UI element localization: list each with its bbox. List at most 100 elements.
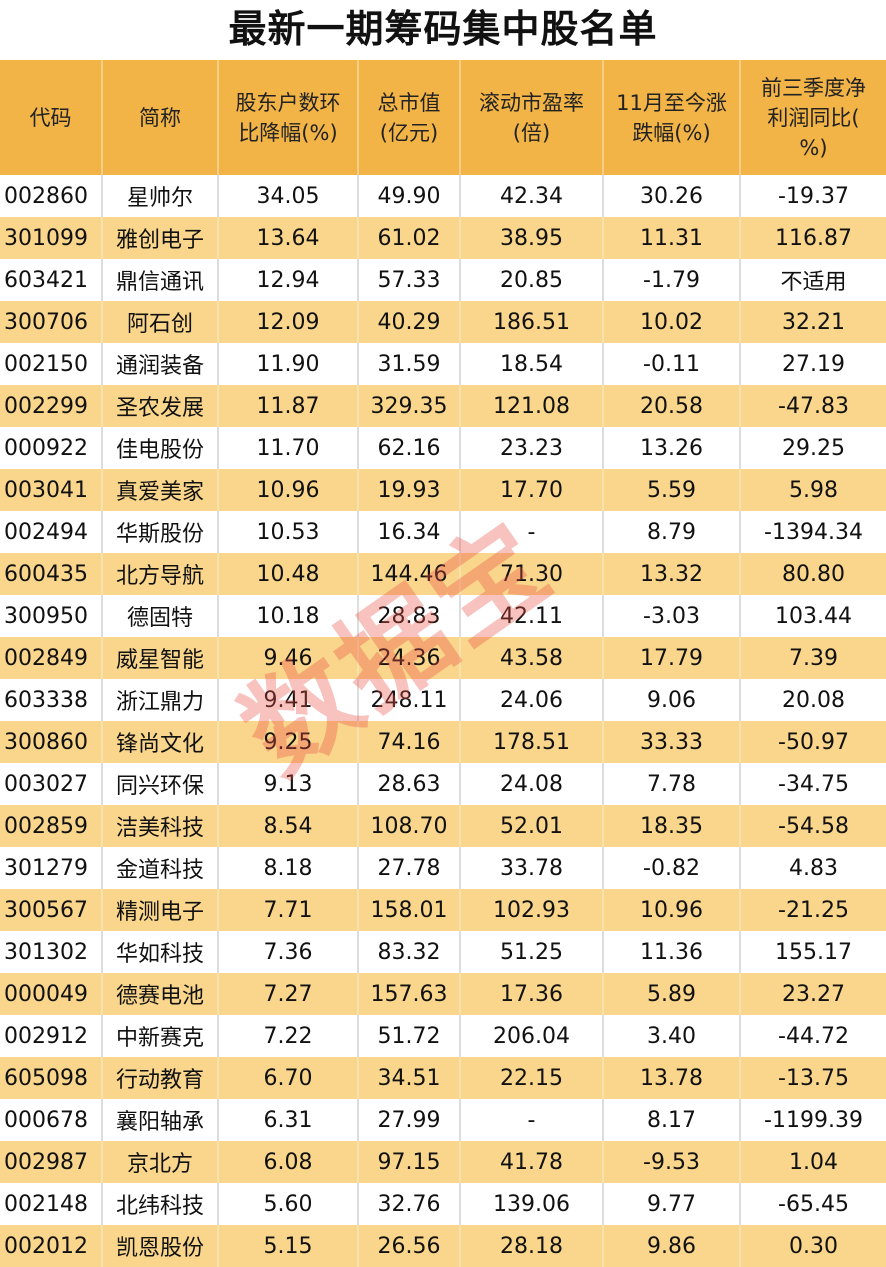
table-cell: 德固特 [101,595,218,637]
table-row: 300706 阿石创 12.09 40.29 186.51 10.02 32.21 [0,301,886,343]
table-cell: -1394.34 [739,511,886,553]
table-cell: 71.30 [459,553,603,595]
table-row: 301099 雅创电子 13.64 61.02 38.95 11.31 116.87 [0,217,886,259]
table-cell: -1.79 [602,259,740,301]
table-cell: 57.33 [357,259,460,301]
table-cell: 6.08 [217,1141,358,1183]
table-cell: 真爱美家 [101,469,218,511]
table-cell: 27.78 [357,847,460,889]
table-row: 300860 锋尚文化 9.25 74.16 178.51 33.33 -50.97 [0,721,886,763]
table-cell: 锋尚文化 [101,721,218,763]
column-header-label: 前三季度净利润同比(%) [760,75,866,160]
table-cell: 6.31 [217,1099,358,1141]
table-cell: 80.80 [739,553,886,595]
table-cell: 603421 [4,267,88,293]
table-row: 002860 星帅尔 34.05 49.90 42.34 30.26 -19.37 [0,175,886,217]
table-row: 002148 北纬科技 5.60 32.76 139.06 9.77 -65.45 [0,1183,886,1225]
table-cell: - [459,511,603,553]
table-cell: -1199.39 [739,1099,886,1141]
table-cell: 9.77 [602,1183,740,1225]
table-cell: 34.05 [217,175,358,217]
table-cell: 1.04 [739,1141,886,1183]
table-cell: 83.32 [357,931,460,973]
table-cell: 206.04 [459,1015,603,1057]
table-cell: 9.13 [217,763,358,805]
table-row: 000049 德赛电池 7.27 157.63 17.36 5.89 23.27 [0,973,886,1015]
table-cell: 003041 [0,469,102,511]
table-cell: 7.36 [217,931,358,973]
column-header-label: 11月至今涨跌幅(%) [616,90,727,145]
table-row: 003027 同兴环保 9.13 28.63 24.08 7.78 -34.75 [0,763,886,805]
table-cell: -0.11 [602,343,740,385]
table-cell: 10.96 [217,469,358,511]
table-cell: 32.76 [357,1183,460,1225]
table-cell: 002849 [0,637,102,679]
table-cell: 144.46 [357,553,460,595]
table-row: 603338 浙江鼎力 9.41 248.11 24.06 9.06 20.08 [0,679,886,721]
table-cell: 42.11 [459,595,603,637]
table-cell: 金道科技 [101,847,218,889]
table-cell: 002912 [4,1023,88,1049]
table-cell: 301279 [4,855,88,881]
table-cell: 24.06 [459,679,603,721]
table-cell: 德赛电池 [101,973,218,1015]
table-cell: -3.03 [602,595,740,637]
table-cell: 6.70 [217,1057,358,1099]
table-cell: 8.17 [602,1099,740,1141]
table-cell: 7.39 [739,637,886,679]
table-cell: 精测电子 [101,889,218,931]
table-cell: 186.51 [459,301,603,343]
table-row: 000678 襄阳轴承 6.31 27.99-8.17 -1199.39 [0,1099,886,1141]
table-cell: 7.27 [217,973,358,1015]
table-cell: 24.36 [357,637,460,679]
table-cell: -19.37 [739,175,886,217]
table-cell: 10.96 [602,889,740,931]
table-cell: 52.01 [459,805,603,847]
table-cell: 34.51 [357,1057,460,1099]
table-cell: 62.16 [357,427,460,469]
table-cell: 通润装备 [101,343,218,385]
table-cell: 7.22 [217,1015,358,1057]
table-cell: 北方导航 [101,553,218,595]
table-cell: 27.99 [357,1099,460,1141]
table-cell: 佳电股份 [101,427,218,469]
table-cell: 20.85 [459,259,603,301]
table-row: 300950 德固特 10.18 28.83 42.11 -3.03 103.44 [0,595,886,637]
table-cell: 24.08 [459,763,603,805]
table-cell: 18.35 [602,805,740,847]
table-cell: 300950 [4,603,88,629]
table-cell: 103.44 [739,595,886,637]
table-cell: 华斯股份 [101,511,218,553]
table-cell: 9.41 [217,679,358,721]
table-row: 002299 圣农发展 11.87 329.35 121.08 20.58 -47.83 [0,385,886,427]
table-cell: 248.11 [357,679,460,721]
table-cell: 9.06 [602,679,740,721]
table-cell: 51.72 [357,1015,460,1057]
table-cell: -47.83 [739,385,886,427]
table-row: 300567 精测电子 7.71 158.01 102.93 10.96 -21.25 [0,889,886,931]
table-cell: -0.82 [602,847,740,889]
table-cell: 11.31 [602,217,740,259]
table-cell: 11.36 [602,931,740,973]
table-row: 002912 中新赛克 7.22 51.72 206.04 3.40 -44.72 [0,1015,886,1057]
table-cell: 襄阳轴承 [101,1099,218,1141]
table-cell: 11.90 [217,343,358,385]
table-cell: 13.78 [602,1057,740,1099]
table-cell: 40.29 [357,301,460,343]
table-cell: 星帅尔 [101,175,218,217]
table-cell: 23.23 [459,427,603,469]
table-cell: 002859 [0,805,102,847]
table-cell: 000922 [4,435,88,461]
table-cell: 北纬科技 [101,1183,218,1225]
table-cell: 42.34 [459,175,603,217]
table-cell: 0.30 [739,1225,886,1267]
table-row: 002012 凯恩股份 5.15 26.56 28.18 9.86 0.30 [0,1225,886,1267]
table-cell: 33.33 [602,721,740,763]
table-cell: 18.54 [459,343,603,385]
table-row: 000922 佳电股份 11.70 62.16 23.23 13.26 29.25 [0,427,886,469]
column-header-label: 总市值(亿元) [377,90,441,145]
table-cell: -54.58 [739,805,886,847]
table-cell: 12.94 [217,259,358,301]
table-cell: 行动教育 [101,1057,218,1099]
stock-table: 代码 简称 股东户数环比降幅(%) 总市值(亿元) 滚动市盈率(倍) 11月至今涨跌幅(%… [0,60,886,1267]
